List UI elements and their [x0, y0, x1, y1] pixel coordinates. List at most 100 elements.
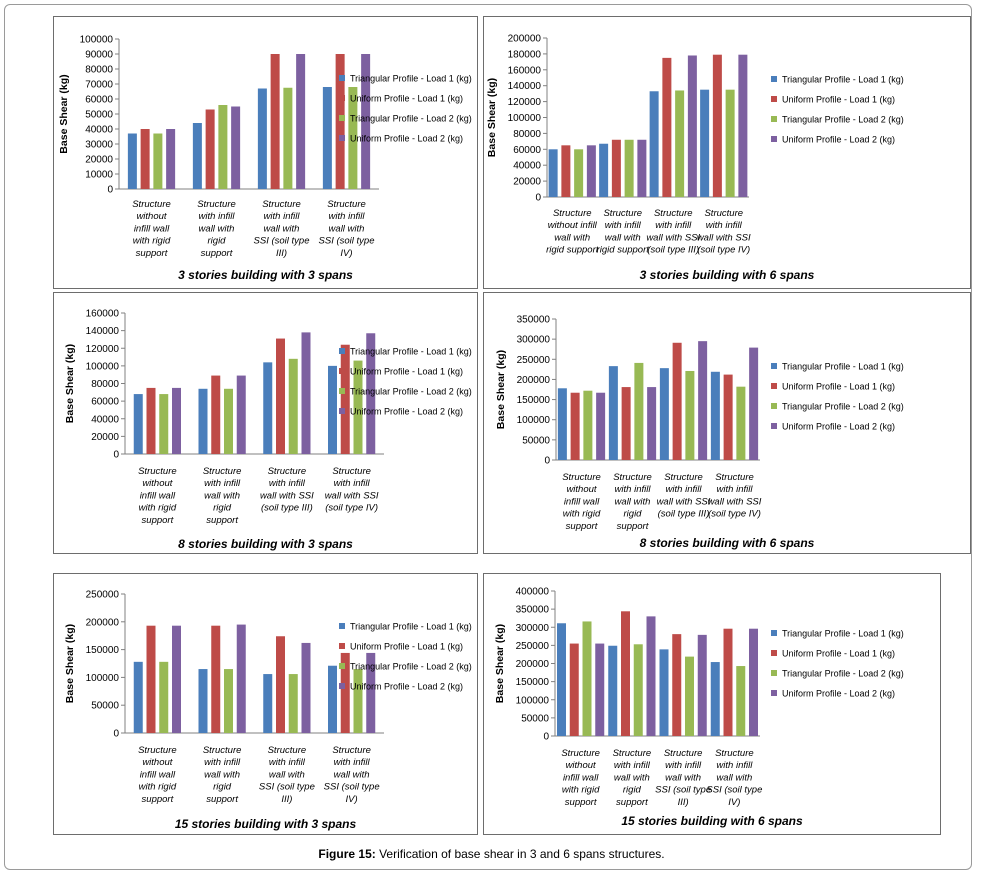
chart-15stories-3spans: 0 50000 100000 150000 200000 250000 Base Shear…	[64, 590, 472, 805]
legend-label: Uniform Profile - Load 2 (kg)	[782, 689, 895, 699]
x-category-label: with rigid	[562, 785, 600, 796]
x-category-label: Structure	[561, 748, 600, 759]
x-category-label: wall with SSI	[657, 496, 711, 507]
bar-series1	[198, 388, 208, 454]
legend-swatch	[339, 408, 345, 414]
bar-series4	[301, 642, 311, 733]
x-category-label: rigid	[624, 509, 643, 520]
x-category-label: IV)	[346, 794, 358, 805]
bar-series4	[301, 332, 311, 454]
bar-series2	[276, 636, 285, 733]
y-tick-label: 300000	[516, 623, 550, 634]
y-tick-label: 150000	[516, 677, 550, 688]
bar-series1	[192, 123, 202, 189]
x-category-label: support	[206, 515, 238, 526]
y-tick-label: 250000	[86, 590, 120, 601]
bar-series1	[557, 388, 567, 460]
y-tick-label: 250000	[516, 641, 550, 652]
bar-series3	[153, 133, 163, 189]
x-category-label: (soil type IV)	[697, 245, 750, 256]
y-axis-label: Base Shear (kg)	[494, 624, 506, 703]
y-tick-label: 50000	[85, 110, 113, 121]
bar-series3	[736, 666, 746, 736]
bar-series4	[698, 341, 708, 460]
y-axis-label: Base Shear (kg)	[486, 78, 498, 157]
x-category-label: III)	[276, 248, 287, 259]
y-tick-label: 140000	[508, 81, 542, 92]
x-category-label: III)	[678, 797, 689, 808]
x-category-label: wall with	[554, 232, 590, 243]
x-category-label: infill wall	[134, 223, 170, 234]
bar-series3	[159, 661, 169, 733]
chart-15stories-6spans: 0 50000 100000 150000 200000 250000 300000 3500…	[494, 587, 904, 808]
bar-series3	[288, 358, 298, 454]
legend-label: Uniform Profile - Load 2 (kg)	[350, 682, 463, 692]
y-tick-label: 70000	[85, 80, 113, 91]
bar-series2	[211, 375, 221, 454]
chart-panel-15stories-3spans: 0 50000 100000 150000 200000 250000 Base Shear…	[53, 573, 478, 835]
legend-label: Triangular Profile - Load 2 (kg)	[782, 115, 904, 125]
x-category-label: Structure	[327, 199, 366, 210]
x-category-label: SSI (soil type	[655, 785, 711, 796]
bar-series2	[662, 57, 672, 197]
legend-label: Triangular Profile - Load 1 (kg)	[782, 629, 904, 639]
bar-series2	[340, 652, 350, 733]
x-category-label: Structure	[138, 745, 177, 756]
legend-label: Uniform Profile - Load 2 (kg)	[350, 407, 463, 417]
bar-series1	[127, 133, 137, 189]
x-category-label: with infill	[614, 760, 651, 771]
bar-series2	[621, 387, 631, 460]
bar-series4	[172, 625, 181, 733]
legend-swatch	[771, 383, 777, 389]
x-category-label: support	[206, 794, 238, 805]
legend-swatch	[339, 115, 345, 121]
x-category-label: Structure	[664, 748, 703, 759]
x-category-label: with rigid	[139, 782, 177, 793]
x-category-label: with infill	[329, 211, 366, 222]
x-category-label: without	[566, 760, 596, 771]
x-category-label: Structure	[332, 745, 371, 756]
legend-label: Triangular Profile - Load 1 (kg)	[782, 362, 904, 372]
x-category-label: (soil type III)	[647, 245, 699, 256]
chart-title: 3 stories building with 3 spans	[178, 268, 353, 282]
x-category-label: with rigid	[563, 509, 601, 520]
legend-swatch	[339, 348, 345, 354]
x-category-label: SSI (soil type	[324, 782, 380, 793]
x-category-label: Structure	[553, 208, 592, 219]
legend-label: Uniform Profile - Load 2 (kg)	[782, 422, 895, 432]
legend-swatch	[339, 75, 345, 81]
x-category-label: wall with	[716, 772, 752, 783]
bar-series1	[659, 649, 669, 736]
bar-series4	[366, 652, 376, 733]
x-category-label: with infill	[655, 220, 692, 231]
x-category-label: with infill	[334, 478, 371, 489]
x-category-label: support	[142, 515, 174, 526]
legend-label: Uniform Profile - Load 1 (kg)	[350, 367, 463, 377]
bar-series2	[146, 387, 156, 454]
x-category-label: rigid	[213, 503, 232, 514]
x-category-label: with infill	[706, 220, 743, 231]
x-category-label: support	[142, 794, 174, 805]
x-category-label: infill wall	[140, 769, 176, 780]
bar-series1	[608, 366, 618, 460]
bar-series1	[557, 623, 566, 736]
x-category-label: Structure	[562, 472, 601, 483]
legend-label: Triangular Profile - Load 2 (kg)	[350, 387, 472, 397]
chart-8stories-3spans: 0 20000 40000 60000 80000 100000 120000 140000 1…	[64, 309, 472, 526]
bar-series1	[599, 143, 609, 197]
x-category-label: Structure	[715, 748, 754, 759]
legend-swatch	[339, 683, 345, 689]
x-category-label: wall with SSI	[646, 232, 700, 243]
y-tick-label: 0	[535, 193, 541, 204]
x-category-label: IV)	[728, 797, 740, 808]
bar-series4	[296, 54, 306, 189]
y-tick-label: 0	[544, 456, 550, 467]
bar-series2	[205, 109, 215, 189]
x-category-label: wall with SSI	[708, 496, 762, 507]
bar-series4	[166, 129, 176, 189]
x-category-label: wall with	[329, 223, 365, 234]
bar-series4	[646, 616, 656, 736]
x-category-label: Structure	[654, 208, 693, 219]
bar-series3	[634, 362, 644, 460]
y-tick-label: 0	[107, 185, 113, 196]
